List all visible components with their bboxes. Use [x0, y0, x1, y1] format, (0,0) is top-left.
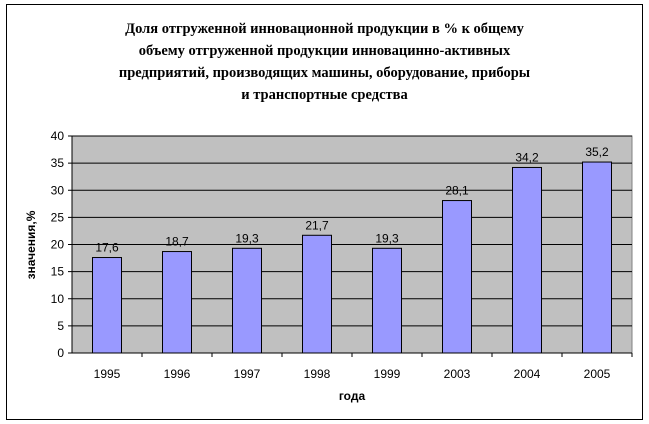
y-tick-label: 0	[57, 346, 64, 360]
x-tick-label: 2004	[514, 367, 541, 381]
data-label: 28,1	[445, 184, 469, 198]
x-tick-label: 2003	[444, 367, 471, 381]
y-tick-label: 35	[51, 156, 65, 170]
data-label: 17,6	[95, 241, 119, 255]
chart-title: Доля отгруженной инновационной продукции…	[118, 21, 531, 103]
x-tick-label: 1995	[94, 367, 121, 381]
data-label: 21,7	[305, 218, 329, 232]
y-tick-label: 25	[51, 210, 65, 224]
y-axis-label: значения,%	[24, 210, 38, 279]
y-tick-label: 40	[51, 129, 65, 143]
bar	[302, 234, 332, 354]
data-label: 19,3	[375, 231, 399, 245]
y-tick-label: 10	[51, 292, 65, 306]
bar	[162, 251, 192, 354]
data-label: 19,3	[235, 231, 259, 245]
bar	[582, 161, 612, 354]
y-tick-label: 5	[57, 319, 64, 333]
x-axis-label: года	[339, 389, 366, 403]
y-tick-label: 20	[51, 238, 65, 252]
bar	[512, 166, 542, 354]
x-tick-label: 1996	[164, 367, 191, 381]
x-tick-label: 1997	[234, 367, 261, 381]
x-tick-label: 2005	[584, 367, 611, 381]
y-tick-label: 30	[51, 183, 65, 197]
x-tick-label: 1999	[374, 367, 401, 381]
y-tick-label: 15	[51, 265, 65, 279]
bar	[92, 257, 122, 354]
x-tick-label: 1998	[304, 367, 331, 381]
bar	[372, 247, 402, 354]
data-label: 18,7	[165, 235, 189, 249]
data-label: 35,2	[585, 145, 609, 159]
bar	[442, 200, 472, 354]
data-label: 34,2	[515, 150, 539, 164]
bar	[232, 247, 262, 354]
